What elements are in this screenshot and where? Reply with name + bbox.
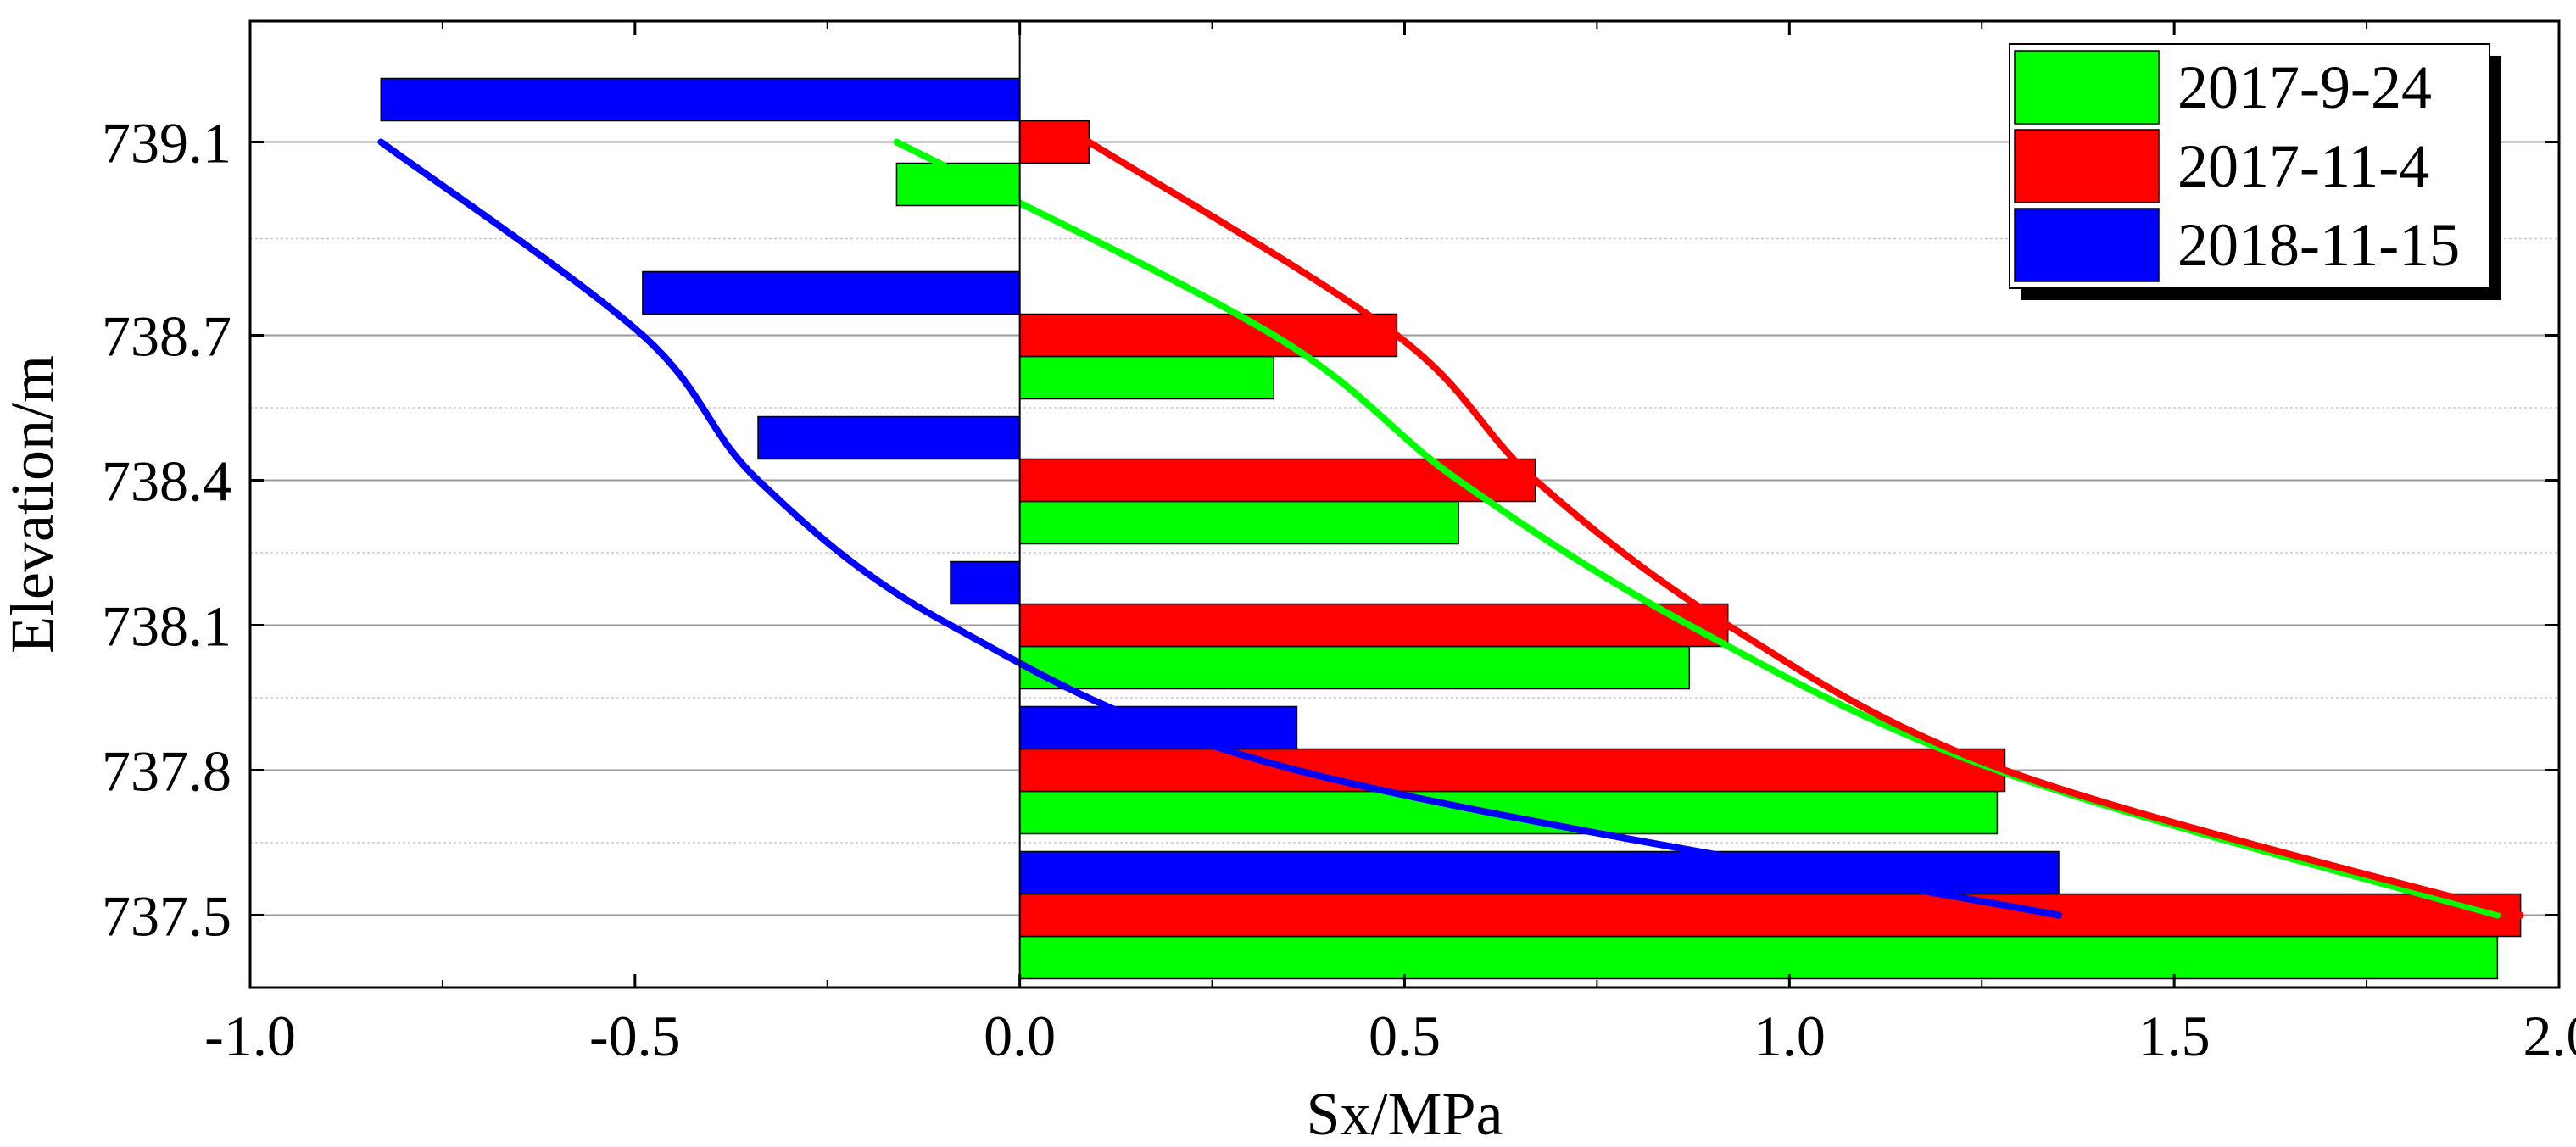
axis-layer: -1.0 -0.5 0.0 0.5 1.0 1.5 2.0 737.5 737.8 738.1 73… [102, 19, 2576, 1068]
bar [1018, 748, 2006, 793]
bar [757, 415, 1021, 460]
bar [1018, 790, 1999, 835]
x-tick-label: 1.5 [2138, 1004, 2211, 1068]
legend-label: 2017-11-4 [2177, 132, 2429, 200]
bar [1018, 893, 2522, 938]
bar [1018, 355, 1274, 400]
bar [1018, 603, 1729, 648]
bar [1018, 120, 1090, 164]
x-tick-label: -0.5 [589, 1004, 681, 1068]
x-tick-label: 2.0 [2523, 1004, 2576, 1068]
trend-line-2018-11-15 [377, 138, 2063, 919]
bar [1018, 645, 1691, 690]
bar [950, 560, 1021, 605]
bar [1018, 313, 1398, 358]
x-axis-title: Sx/MPa [1306, 1080, 1503, 1147]
bar-layer [380, 77, 2522, 980]
bar [1018, 458, 1536, 503]
legend-swatch [2014, 208, 2160, 282]
bar [642, 270, 1021, 315]
bar [1018, 935, 2499, 980]
y-tick-label: 738.4 [102, 449, 231, 514]
y-axis-title: Elevation/m [0, 355, 66, 654]
x-tick-label: 0.5 [1369, 1004, 1441, 1068]
legend-label: 2018-11-15 [2177, 211, 2460, 279]
x-tick-label: 0.0 [984, 1004, 1056, 1068]
y-tick-label: 737.8 [102, 739, 231, 804]
trend-line-layer [377, 138, 2524, 919]
y-tick-label: 738.1 [102, 594, 231, 659]
x-tick-label: -1.0 [204, 1004, 296, 1068]
legend-swatch [2014, 50, 2160, 125]
y-tick-label: 739.1 [102, 111, 231, 175]
y-tick-label: 737.5 [102, 884, 231, 949]
legend: 2017-9-24 2017-11-4 2018-11-15 [2009, 43, 2501, 300]
legend-swatch [2014, 129, 2160, 203]
x-tick-label: 1.0 [1754, 1004, 1826, 1068]
trend-line-2017-11-4 [1085, 138, 2524, 919]
bar [380, 77, 1021, 122]
legend-label: 2017-9-24 [2177, 53, 2432, 121]
y-tick-label: 738.7 [102, 304, 231, 369]
bar [1018, 500, 1459, 545]
